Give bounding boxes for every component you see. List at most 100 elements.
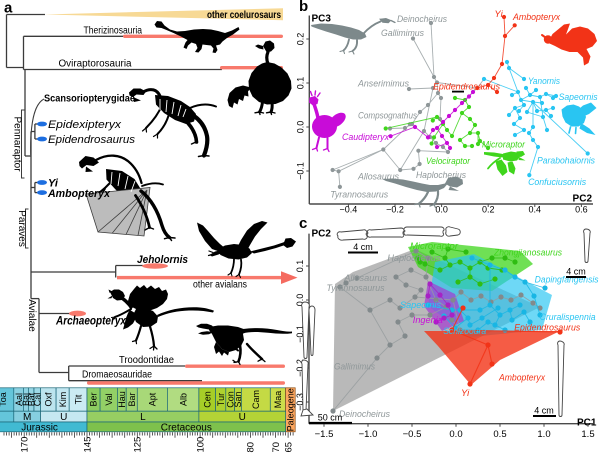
svg-text:Tur: Tur — [216, 393, 226, 406]
svg-text:Ambopteryx: Ambopteryx — [47, 188, 111, 200]
svg-text:Gallimimus: Gallimimus — [381, 28, 424, 39]
svg-text:c: c — [299, 215, 307, 232]
svg-text:0.1: 0.1 — [296, 77, 306, 90]
svg-text:Parabohaiornis: Parabohaiornis — [537, 156, 595, 167]
svg-text:0.2: 0.2 — [296, 33, 306, 46]
svg-text:Paleogene: Paleogene — [285, 388, 295, 431]
svg-text:1.5: 1.5 — [581, 429, 594, 440]
svg-text:−0.5: −0.5 — [403, 429, 422, 440]
svg-text:Alb: Alb — [178, 393, 188, 406]
svg-text:Microraptor: Microraptor — [410, 241, 459, 252]
svg-text:Sapeornis: Sapeornis — [400, 300, 441, 311]
svg-text:Epidexipteryx: Epidexipteryx — [48, 119, 122, 131]
svg-text:Haplocherius: Haplocherius — [387, 253, 440, 264]
svg-text:Yi: Yi — [461, 388, 470, 399]
svg-text:Jeholornis: Jeholornis — [137, 254, 188, 266]
svg-text:−0.1: −0.1 — [296, 162, 306, 180]
svg-text:PC3: PC3 — [312, 14, 332, 25]
svg-text:Confuciusornis: Confuciusornis — [528, 177, 586, 188]
svg-text:Sapeornis: Sapeornis — [559, 92, 598, 103]
svg-text:U: U — [239, 412, 246, 423]
svg-text:Schizooura: Schizooura — [443, 326, 486, 337]
svg-text:Val: Val — [104, 393, 114, 405]
svg-text:145: 145 — [82, 437, 93, 453]
svg-text:0.0: 0.0 — [296, 121, 306, 134]
svg-text:Hau: Hau — [117, 391, 127, 408]
svg-text:other coelurosaurs: other coelurosaurs — [207, 10, 281, 21]
svg-text:other avialans: other avialans — [193, 280, 247, 291]
svg-text:125: 125 — [133, 437, 144, 453]
svg-text:170: 170 — [20, 437, 31, 453]
svg-text:PC2: PC2 — [312, 229, 332, 240]
svg-text:Yanornis: Yanornis — [528, 76, 560, 87]
svg-text:4 cm: 4 cm — [353, 242, 373, 252]
svg-text:Scansoriopterygidae: Scansoriopterygidae — [44, 94, 135, 105]
svg-text:Velociraptor: Velociraptor — [426, 156, 471, 167]
svg-text:Microraptor: Microraptor — [482, 140, 526, 151]
svg-text:Pennaraptor: Pennaraptor — [12, 116, 23, 172]
svg-text:Yi: Yi — [494, 9, 503, 20]
svg-text:70: 70 — [271, 442, 282, 453]
svg-text:Tyrannosaurus: Tyrannosaurus — [330, 190, 388, 201]
svg-text:Epidendrosaurus: Epidendrosaurus — [48, 134, 136, 146]
svg-text:Paraves: Paraves — [16, 210, 27, 247]
svg-text:L: L — [140, 412, 146, 423]
svg-text:0.6: 0.6 — [575, 205, 588, 215]
svg-text:Deinocheirus: Deinocheirus — [397, 14, 447, 25]
svg-text:Bar: Bar — [127, 392, 137, 406]
svg-text:Cal: Cal — [32, 393, 42, 407]
svg-text:1.0: 1.0 — [537, 429, 550, 440]
svg-text:0.2: 0.2 — [482, 205, 495, 215]
svg-text:Therizinosauria: Therizinosauria — [84, 26, 143, 37]
svg-text:Cen: Cen — [202, 391, 212, 408]
svg-text:Maa: Maa — [273, 391, 283, 409]
svg-text:Kim: Kim — [58, 392, 68, 408]
svg-text:Cretaceous: Cretaceous — [161, 423, 212, 434]
svg-text:Cruralispennia: Cruralispennia — [540, 312, 596, 323]
svg-text:−0.2: −0.2 — [386, 205, 404, 215]
svg-text:0.0: 0.0 — [435, 205, 448, 215]
svg-text:Tyrannosaurus: Tyrannosaurus — [327, 283, 385, 294]
svg-text:Cam: Cam — [251, 390, 261, 409]
svg-text:100: 100 — [195, 437, 206, 453]
svg-text:San: San — [233, 391, 243, 407]
svg-text:Deinocheirus: Deinocheirus — [339, 409, 390, 420]
svg-text:−1.0: −1.0 — [359, 429, 378, 440]
svg-text:4 cm: 4 cm — [534, 406, 554, 416]
svg-text:Archaeopteryx: Archaeopteryx — [55, 316, 126, 328]
svg-text:Zhongjianosaurus: Zhongjianosaurus — [493, 248, 562, 259]
svg-text:Gallimimus: Gallimimus — [334, 362, 375, 373]
svg-text:Oviraptorosauria: Oviraptorosauria — [59, 59, 132, 70]
svg-text:Epidendrosaurus: Epidendrosaurus — [514, 323, 580, 334]
svg-text:Tit: Tit — [73, 394, 83, 404]
svg-text:Ber: Ber — [89, 392, 99, 406]
svg-text:Troodontidae: Troodontidae — [119, 355, 174, 366]
svg-text:65: 65 — [283, 442, 294, 453]
svg-text:0.1: 0.1 — [295, 260, 305, 273]
svg-text:PC1: PC1 — [577, 418, 597, 429]
svg-text:Jurassic: Jurassic — [21, 423, 58, 434]
svg-text:Ambopteryx: Ambopteryx — [512, 12, 561, 23]
svg-text:Oxf: Oxf — [44, 392, 54, 407]
svg-text:80: 80 — [246, 442, 257, 453]
svg-text:50 cm: 50 cm — [318, 413, 343, 423]
svg-text:Dromaeosauridae: Dromaeosauridae — [82, 370, 152, 381]
svg-text:Apt: Apt — [148, 392, 158, 406]
svg-text:PC2: PC2 — [573, 194, 593, 205]
svg-text:Anserimimus: Anserimimus — [357, 79, 409, 90]
svg-text:Toa: Toa — [0, 392, 8, 407]
svg-text:Ambopteryx: Ambopteryx — [498, 373, 546, 384]
svg-text:4 cm: 4 cm — [566, 267, 586, 277]
svg-text:0.5: 0.5 — [493, 429, 506, 440]
svg-text:Ingenia: Ingenia — [413, 315, 443, 326]
svg-text:0.4: 0.4 — [529, 205, 542, 215]
svg-text:b: b — [299, 0, 308, 15]
svg-text:U: U — [60, 412, 67, 423]
svg-text:0.0: 0.0 — [449, 429, 462, 440]
svg-text:−1.5: −1.5 — [315, 429, 334, 440]
svg-text:Caudipteryx: Caudipteryx — [342, 132, 390, 143]
svg-text:Compsognathus: Compsognathus — [358, 111, 417, 122]
svg-text:Epidendrosaurus: Epidendrosaurus — [433, 81, 500, 92]
svg-text:Avialae: Avialae — [26, 299, 37, 332]
svg-text:−0.4: −0.4 — [340, 205, 358, 215]
